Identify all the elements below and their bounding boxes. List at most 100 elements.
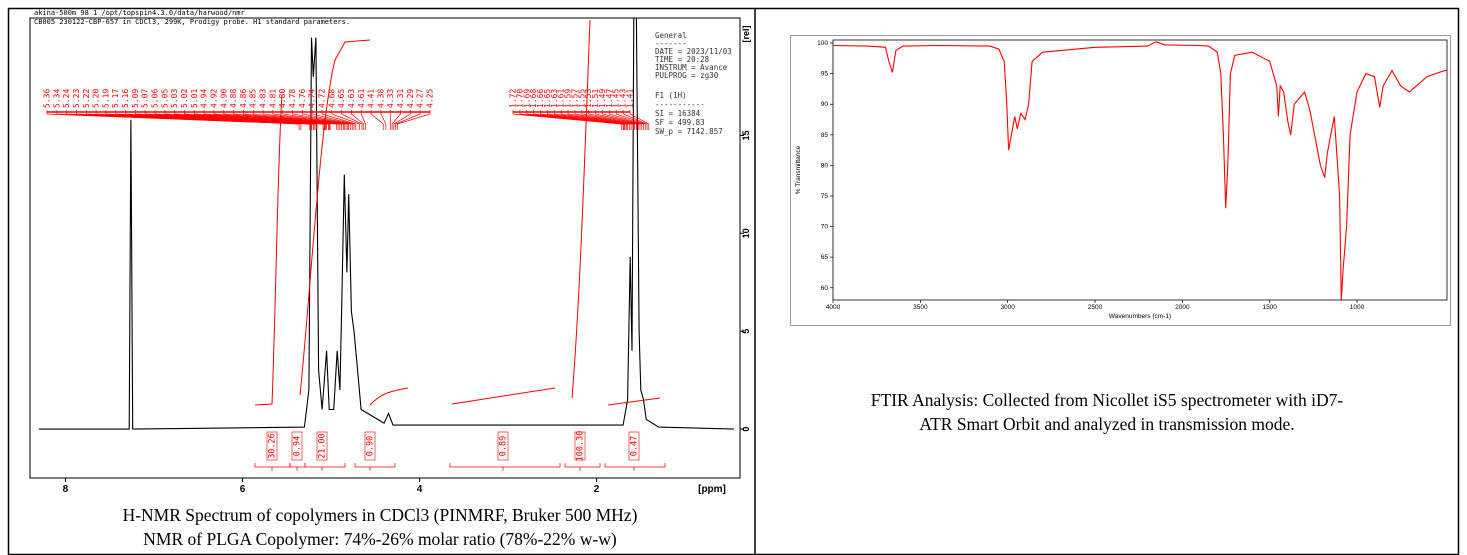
peak-pointer xyxy=(519,110,624,130)
x-tick-label: 3000 xyxy=(1000,304,1015,311)
peak-label: 4.33 xyxy=(386,89,395,108)
x-tick-label: 3500 xyxy=(913,304,928,311)
peak-pointer xyxy=(609,110,644,130)
peak-label: 1.68 xyxy=(529,89,538,108)
peak-label: 4.76 xyxy=(298,89,307,108)
peak-label: 5.05 xyxy=(160,89,169,108)
peak-label: 4.38 xyxy=(376,89,385,108)
y-tick-label: 15 xyxy=(741,130,751,140)
peak-pointer xyxy=(292,110,351,130)
integral-label: 30.26 xyxy=(268,433,278,459)
peak-pointer xyxy=(351,110,365,130)
caption: NMR of PLGA Copolymer: 74%-26% molar rat… xyxy=(143,529,617,549)
peak-pointer xyxy=(526,110,625,130)
y-tick-label: 95 xyxy=(821,71,829,78)
peak-label: 5.36 xyxy=(43,89,52,108)
peak-pointer xyxy=(380,110,387,130)
peak-pointer xyxy=(282,110,350,130)
peak-pointer xyxy=(391,110,401,130)
param-text: SW_p = 7142.857 xyxy=(655,127,723,136)
integral-curve xyxy=(254,94,283,406)
peak-pointer xyxy=(547,110,628,130)
peak-label: 5.24 xyxy=(62,89,71,108)
y-axis-label: % Transmittance xyxy=(795,145,802,194)
integral-box xyxy=(628,431,640,461)
peak-pointer xyxy=(629,110,650,130)
integral-box xyxy=(316,431,328,461)
peak-pointer xyxy=(233,110,342,130)
header-text: akina-500m 98 1 /opt/topspin4.3.0/data/h… xyxy=(34,9,245,17)
peak-pointer xyxy=(125,110,318,130)
peak-label: 1.72 xyxy=(509,89,518,108)
x-tick-label: 4 xyxy=(417,484,423,495)
peak-label: 5.19 xyxy=(101,89,110,108)
peak-label: 5.16 xyxy=(121,89,130,108)
peak-pointer xyxy=(56,110,302,130)
plot-frame xyxy=(29,17,741,479)
x-tick-label: 2 xyxy=(594,484,600,495)
peak-label: 4.94 xyxy=(200,89,209,108)
header-text: CB005 230122-CBP-657 in CDCl3, 299K, Pro… xyxy=(34,18,350,26)
y-tick-label: 90 xyxy=(821,101,829,108)
y-tick-label: 0 xyxy=(741,427,751,432)
y-axis-label: [rel] xyxy=(741,25,751,42)
peak-label: 5.22 xyxy=(82,89,91,108)
peak-label: 1.53 xyxy=(584,89,593,108)
peak-label: 4.61 xyxy=(357,89,366,108)
x-tick-label: 6 xyxy=(240,484,246,495)
integral-label: 0.94 xyxy=(293,436,303,456)
integral-bracket xyxy=(289,463,306,471)
peak-pointer xyxy=(341,110,363,130)
integral-box xyxy=(266,431,278,461)
peak-label: 4.86 xyxy=(239,89,248,108)
peak-label: 5.20 xyxy=(92,89,101,108)
peak-pointer xyxy=(184,110,330,130)
integral-box xyxy=(291,431,303,461)
peak-label: 5.09 xyxy=(131,89,140,108)
peak-label: 5.02 xyxy=(180,89,189,108)
peak-pointer xyxy=(223,110,341,130)
peak-pointer xyxy=(370,110,384,130)
peak-pointer xyxy=(193,110,331,130)
param-text: F1 (1H) xyxy=(655,91,687,100)
peak-pointer xyxy=(595,110,641,130)
peak-pointer xyxy=(588,110,639,130)
caption: FTIR Analysis: Collected from Nicollet i… xyxy=(871,390,1344,410)
peak-label: 1.59 xyxy=(564,89,573,108)
peak-label: 1.45 xyxy=(612,89,621,108)
peak-label: 1.47 xyxy=(605,89,614,108)
peak-pointer xyxy=(331,110,360,130)
integral-curve xyxy=(299,39,371,396)
peak-label: 5.17 xyxy=(111,89,120,108)
peak-label: 4.78 xyxy=(288,89,297,108)
integral-curve xyxy=(369,387,409,406)
peak-label: 1.57 xyxy=(570,89,579,108)
caption: H-NMR Spectrum of copolymers in CDCl3 (P… xyxy=(123,505,638,525)
peak-label: 4.31 xyxy=(396,89,405,108)
x-tick-label: 4000 xyxy=(826,304,841,311)
peak-pointer xyxy=(203,110,337,130)
peak-pointer xyxy=(395,110,421,130)
peak-pointer xyxy=(360,110,366,130)
peak-label: 5.34 xyxy=(52,89,61,108)
integral-bracket xyxy=(564,463,601,471)
peak-pointer xyxy=(560,110,632,130)
peak-pointer xyxy=(615,110,646,130)
x-tick-label: 2500 xyxy=(1088,304,1103,311)
param-text: PULPROG = zg30 xyxy=(655,71,719,80)
peak-label: 1.41 xyxy=(626,89,635,108)
peak-pointer xyxy=(602,110,643,130)
y-tick-label: 100 xyxy=(817,40,828,47)
peak-label: 4.25 xyxy=(426,89,435,108)
param-text: SF = 499.83 xyxy=(655,118,705,127)
x-tick-label: 1500 xyxy=(1262,304,1277,311)
peak-label: 4.68 xyxy=(327,89,336,108)
integral-box xyxy=(574,431,586,461)
peak-pointer xyxy=(321,110,357,130)
peak-label: 4.85 xyxy=(249,89,258,108)
spectrum-line xyxy=(832,41,1447,301)
peak-pointer xyxy=(311,110,355,130)
y-tick-label: 80 xyxy=(821,162,829,169)
peak-pointer xyxy=(213,110,339,130)
